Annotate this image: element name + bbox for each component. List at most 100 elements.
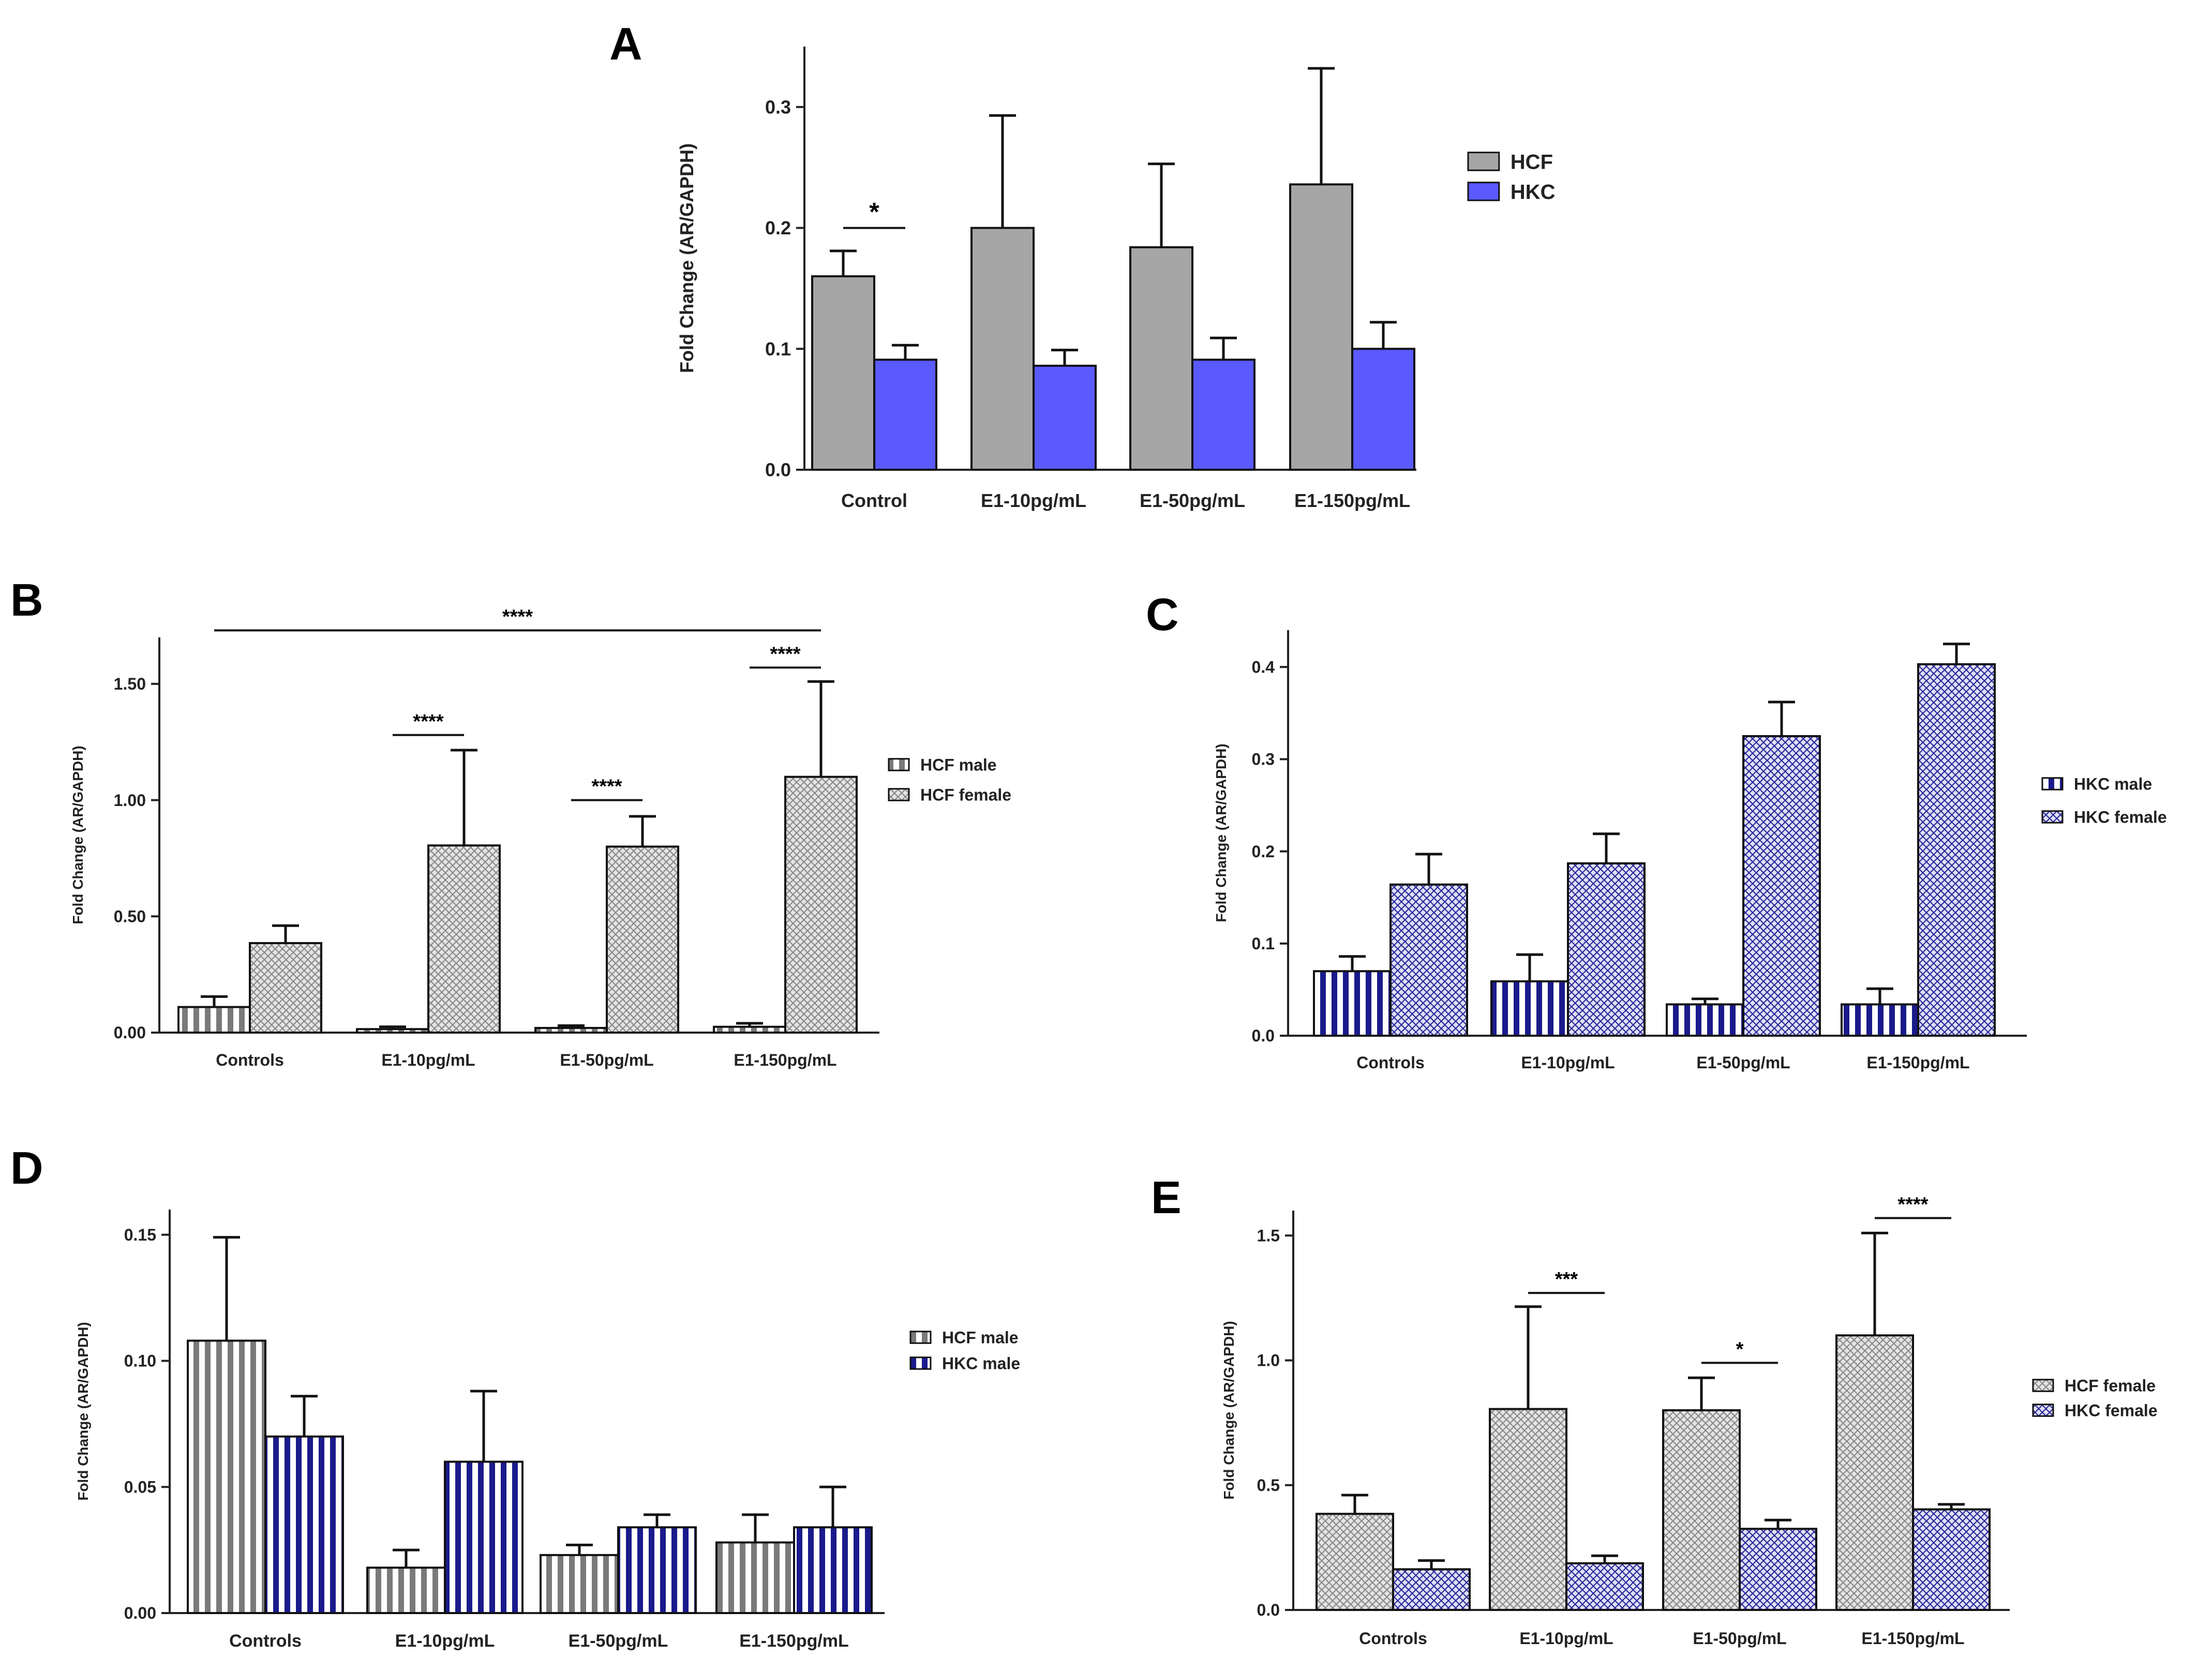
legend-swatch	[1467, 152, 1500, 171]
x-category-label: E1-10pg/mL	[981, 490, 1086, 511]
x-category-label: Controls	[1359, 1629, 1427, 1648]
bar-hkc-male	[1666, 1003, 1744, 1037]
bar-hcf-female	[427, 844, 501, 1034]
legend-swatch	[2041, 810, 2064, 824]
x-category-label: E1-50pg/mL	[560, 1051, 653, 1069]
bar-hkc-male	[617, 1526, 697, 1614]
bar-hcf	[811, 275, 875, 471]
x-category-label: Controls	[1356, 1053, 1425, 1072]
legend-swatch	[2032, 1404, 2054, 1417]
x-category-label: E1-150pg/mL	[739, 1631, 849, 1651]
bar-hkc	[1191, 359, 1256, 471]
bar-hkc-female	[1917, 663, 1996, 1037]
legend-label: HKC male	[2074, 775, 2152, 794]
panel-letter: C	[1146, 589, 1179, 640]
bar-hcf-female	[1489, 1408, 1567, 1611]
bar-hcf-female	[1835, 1334, 1914, 1611]
significance-label: *	[869, 198, 879, 227]
panel-e-chart: E 0.0 0.5 1.0 1.5 Fold Change (AR/GAPDH) Contr…	[1151, 1172, 2158, 1648]
y-tick-label: 0.50	[114, 907, 146, 926]
y-tick-label: 0.10	[124, 1352, 156, 1370]
panel-letter: E	[1151, 1172, 1182, 1223]
y-tick-label: 0.3	[765, 96, 791, 117]
legend-label: HCF	[1511, 151, 1553, 173]
x-category-label: E1-150pg/mL	[734, 1051, 836, 1069]
legend-swatch	[888, 788, 910, 801]
significance-label: ****	[591, 776, 622, 798]
x-category-label: E1-50pg/mL	[1140, 490, 1245, 511]
y-tick-label: 0.0	[1252, 1026, 1275, 1045]
legend-label: HCF male	[942, 1329, 1019, 1347]
y-axis-title: Fold Change (AR/GAPDH)	[1221, 1321, 1237, 1499]
panel-d-chart: D 0.00 0.05 0.10 0.15 Fold Change (AR/GAPDH) C…	[10, 1142, 1020, 1651]
x-category-label: E1-150pg/mL	[1866, 1053, 1969, 1072]
panel-letter: A	[609, 18, 642, 69]
bar-hcf-male	[715, 1541, 795, 1614]
panel-letter: B	[10, 574, 43, 625]
legend-label: HKC female	[2065, 1401, 2158, 1420]
x-category-label: E1-150pg/mL	[1294, 490, 1410, 511]
legend-swatch	[909, 1356, 932, 1370]
significance-label: *	[1736, 1338, 1744, 1360]
legend-label: HCF female	[920, 786, 1011, 804]
legend-swatch	[2041, 777, 2064, 790]
bar-hkc-male	[1490, 980, 1569, 1037]
legend-swatch	[888, 758, 910, 771]
y-tick-label: 0.1	[765, 338, 791, 360]
significance-label: ****	[770, 643, 800, 665]
legend-swatch	[2032, 1379, 2054, 1392]
significance-label: ****	[1897, 1193, 1928, 1215]
bar-hcf-male	[713, 1025, 786, 1034]
bar-hkc	[873, 359, 937, 471]
bar-hcf-male	[187, 1339, 266, 1614]
x-category-label: E1-10pg/mL	[381, 1051, 475, 1069]
bar-hkc-male	[264, 1435, 344, 1614]
y-axis-title: Fold Change (AR/GAPDH)	[70, 745, 86, 924]
bar-hkc-female	[1739, 1528, 1817, 1611]
bar-hkc-male	[444, 1460, 524, 1614]
panel-c-chart: C 0.0 0.1 0.2 0.3 0.4 Fold Change (AR/GAPDH) Co…	[1146, 589, 2167, 1072]
y-axis-title: Fold Change (AR/GAPDH)	[1213, 743, 1229, 922]
x-category-label: Controls	[216, 1051, 284, 1069]
bar-hcf-female	[606, 845, 679, 1034]
y-tick-label: 0.5	[1257, 1476, 1280, 1495]
x-category-label: E1-10pg/mL	[1521, 1053, 1615, 1072]
y-tick-label: 0.3	[1252, 750, 1275, 769]
y-tick-label: 0.05	[124, 1478, 156, 1496]
significance-label: ****	[413, 711, 443, 733]
bar-hkc	[1033, 365, 1097, 471]
bar-hcf-female	[249, 942, 322, 1034]
x-category-label: E1-50pg/mL	[1693, 1629, 1786, 1648]
y-tick-label: 0.00	[124, 1604, 156, 1622]
x-category-label: E1-50pg/mL	[1696, 1053, 1790, 1072]
panel-letter: D	[10, 1142, 43, 1193]
y-tick-label: 0.00	[114, 1023, 146, 1042]
x-category-label: Controls	[229, 1631, 302, 1651]
bar-hkc-female	[1389, 883, 1468, 1037]
bar-hcf-male	[177, 1006, 251, 1034]
y-tick-label: 1.5	[1257, 1226, 1280, 1245]
bar-hcf	[1129, 246, 1193, 471]
bar-hkc-female	[1392, 1568, 1471, 1612]
panel-b-chart: B 0.00 0.50 1.00 1.50 Fold Change (AR/GAPDH) C…	[10, 574, 1011, 1069]
bar-hkc-female	[1912, 1508, 1991, 1611]
legend-swatch	[1467, 182, 1500, 201]
bar-hcf	[1289, 183, 1353, 471]
legend-label: HKC male	[942, 1354, 1020, 1373]
bar-hcf-female	[784, 775, 858, 1034]
bar-hkc-female	[1742, 735, 1821, 1037]
y-axis-title: Fold Change (AR/GAPDH)	[676, 143, 697, 373]
y-tick-label: 1.00	[114, 791, 146, 810]
bar-hkc-female	[1565, 1562, 1644, 1611]
y-tick-label: 1.50	[114, 675, 146, 693]
significance-label: ****	[502, 606, 533, 628]
bar-hcf-male	[366, 1566, 446, 1614]
legend-label: HKC female	[2074, 808, 2167, 827]
bar-hcf-male	[540, 1554, 619, 1614]
x-category-label: E1-10pg/mL	[1519, 1629, 1613, 1648]
panel-a-chart: A 0.0 0.1 0.2 0.3 Fold Change (AR/GAPDH) Contr…	[609, 18, 1555, 511]
y-tick-label: 0.4	[1252, 658, 1275, 676]
bar-hkc	[1351, 348, 1415, 471]
significance-label: ***	[1555, 1269, 1578, 1290]
